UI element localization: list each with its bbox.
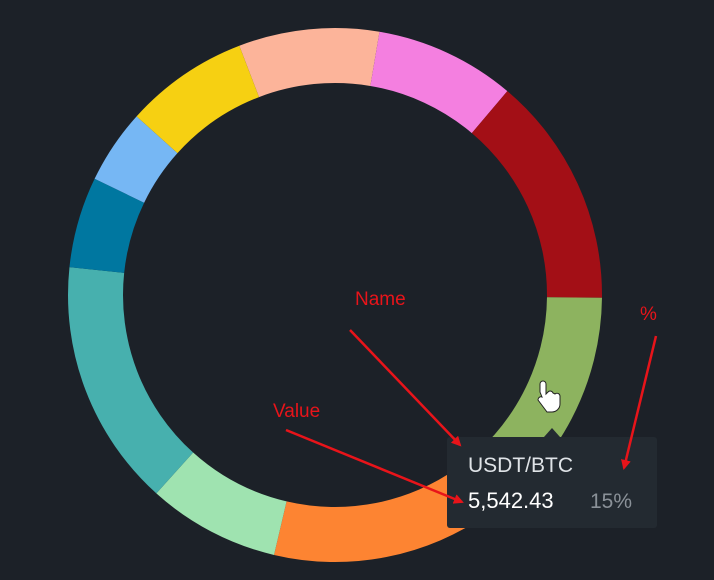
tooltip-box [447, 437, 657, 528]
tooltip-name: USDT/BTC [468, 454, 573, 477]
annotation: Name [355, 289, 406, 310]
tooltip-percent: 15% [590, 490, 632, 513]
arrow [285, 428, 464, 504]
annotation: % [640, 304, 657, 325]
cursor [537, 380, 561, 413]
donut-slice[interactable] [156, 452, 287, 555]
arrow [621, 335, 658, 470]
annotation: Value [273, 401, 320, 422]
donut-slice[interactable] [370, 31, 508, 134]
tooltip-pointer [544, 428, 560, 437]
donut-slice[interactable] [69, 178, 145, 273]
donut-slice[interactable] [239, 27, 380, 98]
donut-slice[interactable] [136, 45, 260, 154]
donut-slice[interactable] [67, 267, 194, 494]
arrow [349, 329, 462, 447]
donut-slice[interactable] [471, 91, 602, 298]
tooltip-value: 5,542.43 [468, 488, 554, 513]
tooltip: USDT/BTC 5,542.43 15% [447, 428, 657, 528]
donut-slice[interactable] [94, 116, 178, 203]
